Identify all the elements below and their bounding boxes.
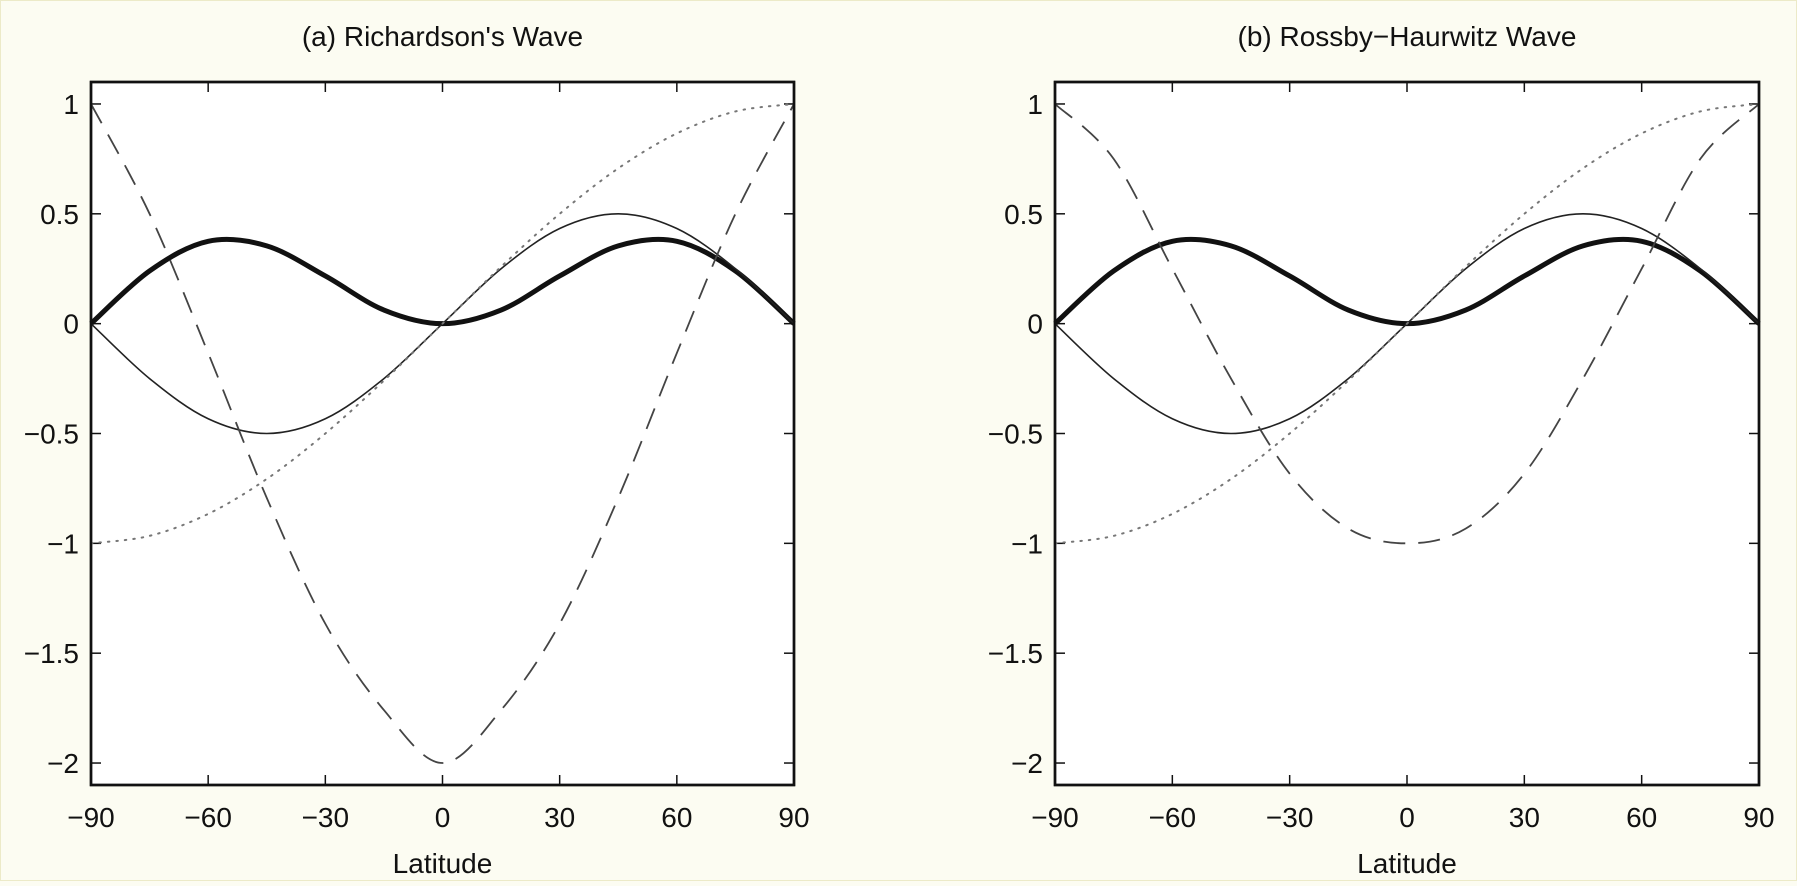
y-tick-label: −1: [47, 528, 79, 559]
x-axis-label: Latitude: [1357, 848, 1457, 879]
plot-frame: [1053, 80, 1761, 787]
x-tick-label: 90: [778, 802, 809, 833]
series-line-dashed: [1054, 103, 1760, 545]
y-tick-label: 0.5: [1004, 199, 1043, 230]
y-tick-label: −2: [47, 748, 79, 779]
y-tick-label: 1: [63, 89, 79, 120]
y-tick-label: −2: [1011, 748, 1043, 779]
x-tick-label: −30: [302, 802, 350, 833]
y-tick-label: −1.5: [988, 638, 1043, 669]
y-tick-label: −0.5: [24, 419, 79, 450]
y-tick-label: 0: [63, 309, 79, 340]
x-tick-label: −60: [1149, 802, 1197, 833]
x-tick-label: −60: [184, 802, 232, 833]
x-tick-label: 30: [544, 802, 575, 833]
y-tick-label: −1.5: [24, 638, 79, 669]
x-tick-label: 90: [1743, 802, 1774, 833]
series-line-dashed: [90, 103, 795, 764]
x-tick-label: 60: [1626, 802, 1657, 833]
y-tick-label: 0.5: [40, 199, 79, 230]
y-tick-label: −0.5: [988, 419, 1043, 450]
chart-title: (a) Richardson's Wave: [302, 21, 583, 52]
x-tick-label: 60: [661, 802, 692, 833]
series-line-dotted: [1054, 102, 1760, 545]
x-tick-label: −90: [1031, 802, 1079, 833]
panel-b: (b) Rossby−Haurwitz Wave −90 −60 −30 0 30 60 90…: [988, 21, 1775, 879]
plot-area: [89, 80, 796, 787]
x-tick-label: 0: [435, 802, 451, 833]
series-line-dotted: [90, 102, 795, 545]
panel-a: (a) Richardson's Wave −90 −60 −30 0 30 60 90 1 0.…: [24, 21, 810, 879]
x-tick-label: 0: [1399, 802, 1415, 833]
plot-frame: [89, 80, 796, 787]
x-tick-label: −90: [67, 802, 115, 833]
x-tick-label: −30: [1266, 802, 1314, 833]
y-tick-label: −1: [1011, 528, 1043, 559]
x-axis-label: Latitude: [393, 848, 493, 879]
plot-area: [1053, 80, 1761, 787]
y-tick-label: 0: [1027, 309, 1043, 340]
y-tick-label: 1: [1027, 89, 1043, 120]
chart-title: (b) Rossby−Haurwitz Wave: [1238, 21, 1577, 52]
x-tick-label: 30: [1509, 802, 1540, 833]
